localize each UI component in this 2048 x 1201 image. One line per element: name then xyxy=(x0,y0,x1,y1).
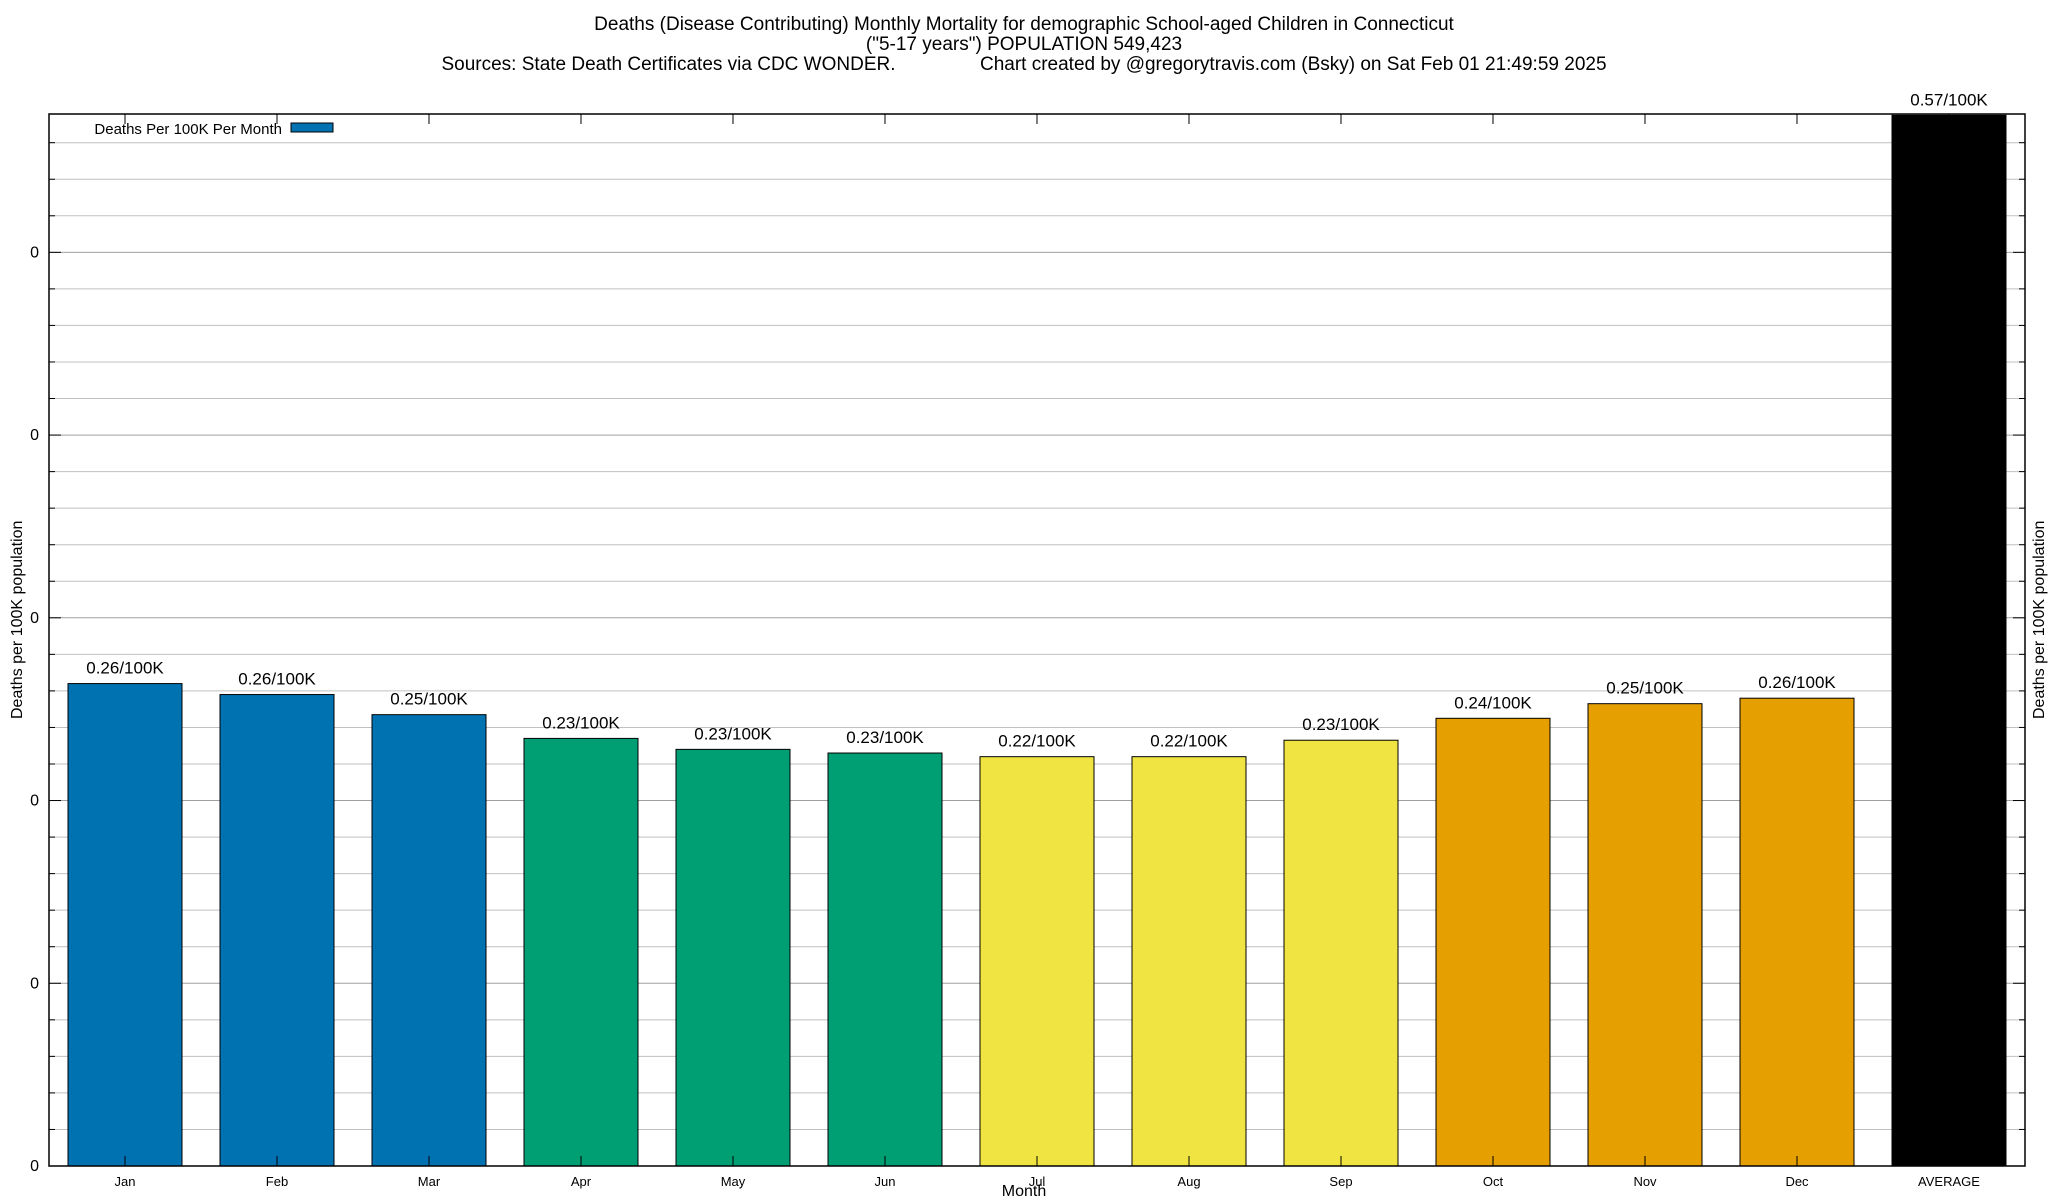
value-label: 0.26/100K xyxy=(86,659,164,678)
x-tick-labels: Jan Feb Mar Apr May Jun Jul Aug Sep Oct Nov Dec AVER… xyxy=(115,114,1980,1189)
x-tick-label: Oct xyxy=(1483,1174,1504,1189)
y-tick-label: 0 xyxy=(30,975,39,992)
chart-title: Deaths (Disease Contributing) Monthly Mo… xyxy=(594,14,1454,35)
chart-source-line: Sources: State Death Certificates via CD… xyxy=(441,54,1607,75)
value-label: 0.23/100K xyxy=(694,724,772,743)
x-tick-label: AVERAGE xyxy=(1918,1174,1980,1189)
x-axis-label: Month xyxy=(1001,1183,1047,1200)
value-labels: 0.26/100K 0.26/100K 0.25/100K 0.23/100K 0.23… xyxy=(86,90,1988,750)
bar-jun xyxy=(827,752,943,1167)
bar-apr xyxy=(523,737,639,1167)
y-tick-label: 0 xyxy=(30,244,39,261)
bar-sep xyxy=(1283,739,1399,1167)
x-tick-label: Jan xyxy=(115,1174,136,1189)
value-label: 0.23/100K xyxy=(846,728,924,747)
x-tick-label: Nov xyxy=(1633,1174,1657,1189)
value-label: 0.57/100K xyxy=(1910,90,1988,109)
x-tick-label: Aug xyxy=(1177,1174,1200,1189)
value-label: 0.26/100K xyxy=(238,670,316,689)
y-ticks: 0 0 0 0 0 0 xyxy=(30,244,39,1175)
x-tick-label: May xyxy=(721,1174,746,1189)
bars xyxy=(67,114,2007,1167)
x-tick-label: Mar xyxy=(418,1174,441,1189)
value-label: 0.25/100K xyxy=(390,690,468,709)
value-label: 0.22/100K xyxy=(998,732,1076,751)
x-tick-label: Feb xyxy=(266,1174,288,1189)
legend: Deaths Per 100K Per Month xyxy=(94,121,334,138)
value-label: 0.22/100K xyxy=(1150,732,1228,751)
value-label: 0.25/100K xyxy=(1606,679,1684,698)
value-label: 0.23/100K xyxy=(1302,715,1380,734)
plot-frame xyxy=(48,113,2026,1167)
x-tick-label: Sep xyxy=(1329,1174,1352,1189)
bar-mar xyxy=(371,714,487,1167)
x-tick-label: Jun xyxy=(875,1174,896,1189)
y-tick-label: 0 xyxy=(30,610,39,627)
bar-dec xyxy=(1739,697,1855,1167)
bar-aug xyxy=(1131,756,1247,1167)
bar-average xyxy=(1891,114,2007,1167)
bar-jan xyxy=(67,683,183,1167)
value-label: 0.26/100K xyxy=(1758,673,1836,692)
bar-may xyxy=(675,748,791,1167)
chart-subtitle: ("5-17 years") POPULATION 549,423 xyxy=(865,34,1183,55)
y-tick-label: 0 xyxy=(30,793,39,810)
legend-label: Deaths Per 100K Per Month xyxy=(94,121,282,138)
bar-feb xyxy=(219,694,335,1167)
x-tick-label: Dec xyxy=(1785,1174,1809,1189)
legend-swatch xyxy=(290,122,334,133)
bar-jul xyxy=(979,756,1095,1167)
bar-oct xyxy=(1435,717,1551,1167)
y-tick-label: 0 xyxy=(30,1158,39,1175)
y-tick-label: 0 xyxy=(30,427,39,444)
bar-nov xyxy=(1587,703,1703,1167)
value-label: 0.24/100K xyxy=(1454,693,1532,712)
x-tick-label: Jul xyxy=(1029,1174,1046,1189)
value-label: 0.23/100K xyxy=(542,713,620,732)
x-tick-label: Apr xyxy=(571,1174,592,1189)
